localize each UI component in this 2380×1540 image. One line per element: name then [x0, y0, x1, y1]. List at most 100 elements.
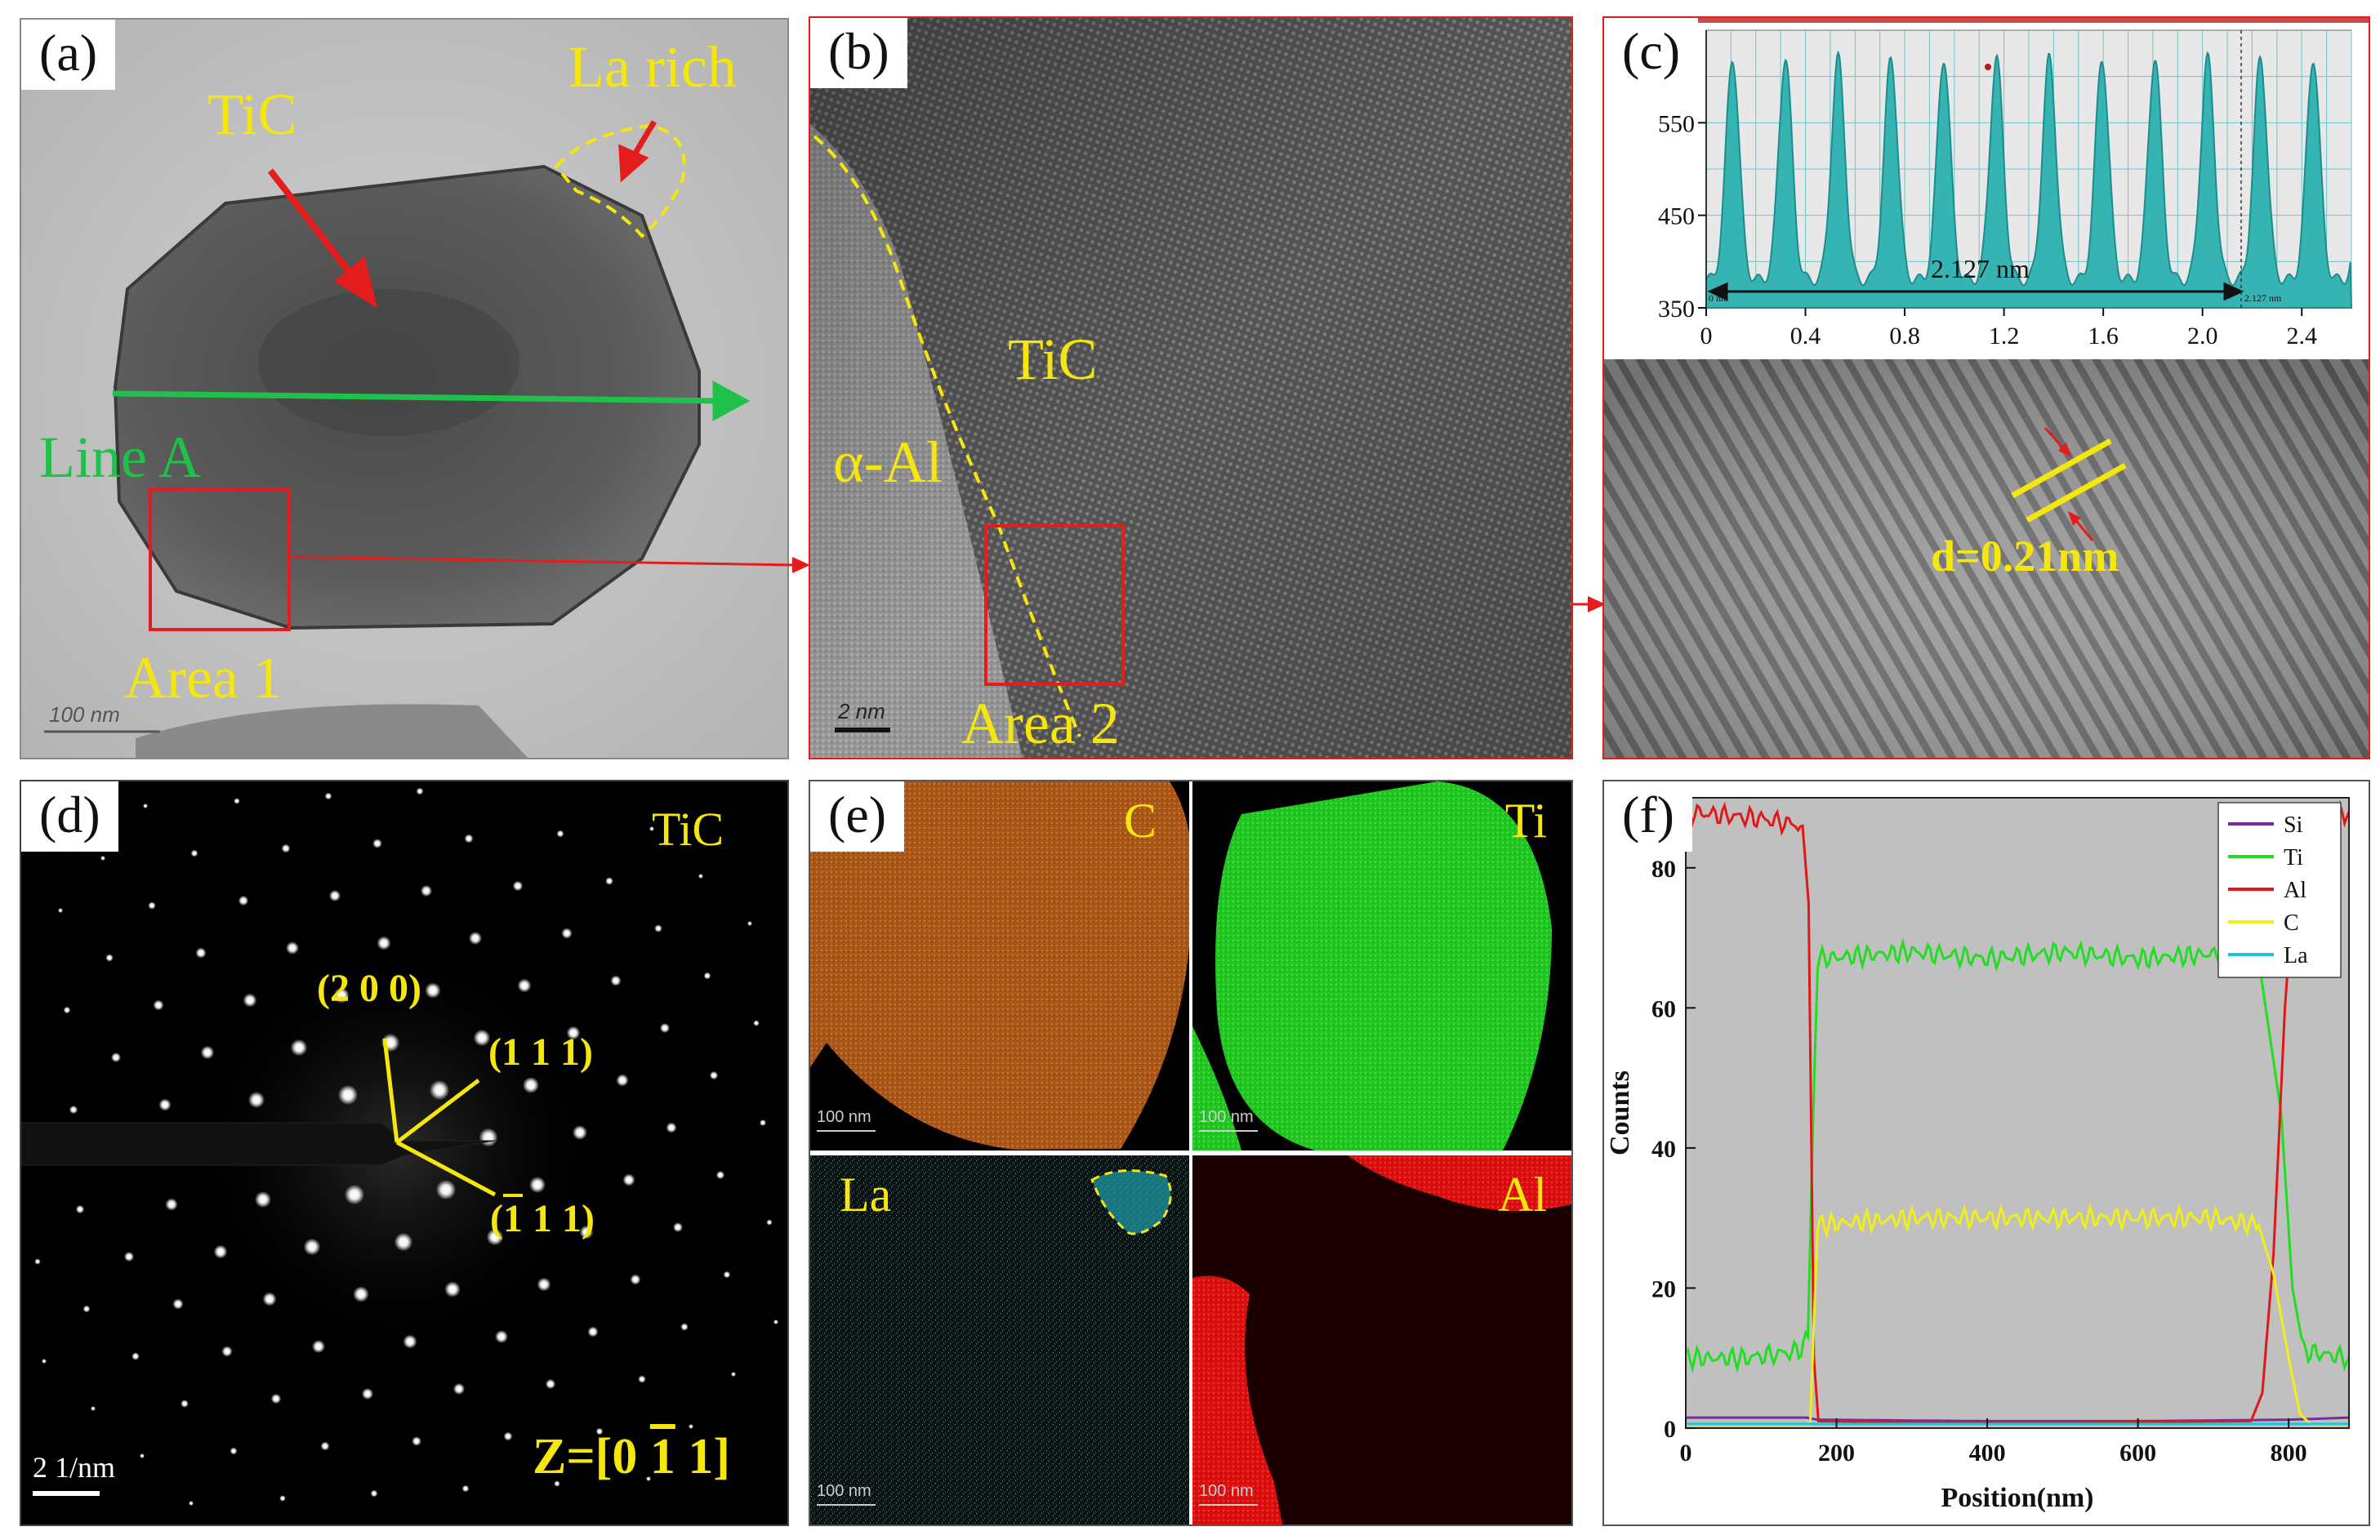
- diffraction-spot: [416, 787, 424, 795]
- panel-d-label: (d): [21, 781, 118, 852]
- diffraction-spot: [709, 1070, 719, 1080]
- profile-x-tick-label: 0.8: [1889, 323, 1920, 349]
- scale-label-a: 100 nm: [49, 702, 120, 727]
- series-line-al: [1684, 799, 2351, 1424]
- diffraction-spot: [654, 924, 662, 932]
- line-profile-chart: 2.127 nm 0 nm 2.127 nm 550 450 350 0 0.4 0.8…: [1604, 18, 2369, 359]
- diffraction-spot: [286, 941, 299, 955]
- x-tick-label: 200: [1818, 1440, 1855, 1467]
- diffraction-spot: [181, 1400, 189, 1408]
- eds-map-c: C 100 nm: [810, 781, 1189, 1151]
- y-tick-label: 40: [1651, 1136, 1676, 1163]
- diffraction-spot: [328, 889, 341, 902]
- diffraction-spot: [579, 1225, 594, 1240]
- diffraction-spot: [75, 1204, 85, 1214]
- line-a-label: Line A: [39, 425, 201, 490]
- area-1-label: Area 1: [124, 645, 283, 710]
- eds-la-element: La: [840, 1168, 892, 1222]
- diffraction-spot: [646, 1476, 651, 1481]
- diffraction-spot: [361, 1387, 374, 1400]
- diffraction-spot: [372, 839, 382, 848]
- diffraction-spot: [435, 1179, 457, 1200]
- zone-axis-label: Z=[0 1 1]: [533, 1431, 730, 1482]
- measure-label: 2.127 nm: [1931, 254, 2030, 283]
- d-spacing-label: d=0.21nm: [1931, 532, 2119, 581]
- profile-x-tick-label: 2.0: [2187, 323, 2218, 349]
- diffraction-spot: [537, 1277, 551, 1292]
- diffraction-spot: [528, 1176, 546, 1194]
- diffraction-spot: [320, 1441, 330, 1451]
- legend-label-al: Al: [2284, 878, 2306, 903]
- diffraction-spot: [648, 826, 655, 832]
- diffraction-spot: [556, 830, 564, 838]
- diffraction-spot: [153, 999, 164, 1011]
- x-tick-label: 0: [1680, 1440, 1692, 1467]
- diffraction-spot: [486, 1228, 504, 1246]
- profile-x-tick-label: 0: [1700, 323, 1713, 349]
- diffraction-spot: [572, 1124, 588, 1141]
- diffraction-spot: [337, 1084, 359, 1106]
- diffraction-spot: [473, 1029, 491, 1047]
- panel-c-fringe-image: 2.127 nm 0 nm 2.127 nm 550 450 350 0 0.4 0.8…: [1602, 16, 2370, 759]
- panel-d-saed-pattern: (d) TiC (2 0 0) (1 1 1) (1 1 1) Z=[0 1 1…: [20, 780, 789, 1526]
- zone-bar: 1: [649, 1429, 675, 1484]
- diffraction-spot: [110, 1052, 122, 1063]
- y-tick-label: 0: [1664, 1416, 1676, 1443]
- panel-e-eds-maps: C 100 nm Ti 100 nm: [809, 780, 1573, 1526]
- diffraction-spot: [311, 1339, 326, 1354]
- diffraction-spot: [503, 1431, 513, 1441]
- red-arrow-la: [618, 120, 657, 183]
- eds-ti-element: Ti: [1504, 794, 1547, 848]
- profile-y-tick-label: 350: [1658, 296, 1695, 323]
- interface-dashed-line: [813, 135, 1081, 737]
- profile-x-tick-label: 2.4: [2286, 323, 2317, 349]
- diffraction-spot: [247, 1091, 265, 1109]
- d-spacing-marks: [2011, 427, 2127, 541]
- diffraction-spot: [554, 1480, 560, 1487]
- eds-map-la: La 100 nm: [810, 1155, 1189, 1524]
- diffraction-spot: [190, 849, 198, 857]
- legend-label-c: C: [2284, 910, 2299, 936]
- diffraction-spot: [522, 1076, 540, 1094]
- eds-map-ti: Ti 100 nm: [1192, 781, 1571, 1151]
- diffraction-spot: [63, 1006, 71, 1014]
- la-rich-label: La rich: [568, 34, 737, 100]
- diffraction-spot: [587, 1326, 599, 1337]
- diffraction-spot: [143, 803, 148, 808]
- profile-x-tick-label: 1.2: [1989, 323, 2020, 349]
- diffraction-spot: [759, 1119, 767, 1127]
- diffraction-spot: [221, 1346, 233, 1357]
- beam-stopper: [21, 1122, 496, 1166]
- profile-x-tick-label: 0.4: [1790, 323, 1821, 349]
- diffraction-spot: [69, 1105, 78, 1115]
- diffraction-spot: [698, 873, 704, 879]
- diffraction-spot: [238, 895, 249, 906]
- panel-b-label: (b): [810, 18, 907, 89]
- panel-c-label: (c): [1604, 18, 1699, 89]
- measure-arrow: [1707, 282, 2244, 301]
- eds-map-la-graphic: [810, 1155, 1189, 1524]
- zone-suffix: 1]: [675, 1429, 730, 1484]
- diffraction-spot: [425, 982, 441, 999]
- spot-111-label: (1 1 1): [488, 1030, 593, 1074]
- diffraction-spot: [610, 975, 622, 986]
- panel-a-tem-image: (a) TiC La rich Line A Area 1 100 nm: [20, 18, 789, 759]
- measure-small-left: 0 nm: [1709, 292, 1729, 304]
- diffraction-spot: [723, 1271, 731, 1279]
- la-rich-outline-e: [1090, 1169, 1172, 1235]
- scale-label-b: 2 nm: [838, 699, 885, 723]
- zone-prefix: Z=[0: [533, 1429, 650, 1484]
- red-arrow-tic: [267, 168, 378, 309]
- diffraction-spot: [333, 987, 350, 1004]
- diffraction-spot: [545, 1378, 556, 1390]
- diffraction-spot: [394, 1232, 413, 1252]
- eds-ti-scale: 100 nm: [1199, 1108, 1254, 1126]
- diffraction-spot: [324, 792, 332, 800]
- tic-label: TiC: [207, 82, 297, 147]
- eds-la-scale: 100 nm: [817, 1482, 871, 1500]
- diffraction-spot: [561, 928, 573, 939]
- diffraction-spot: [123, 1251, 135, 1262]
- diffraction-spot: [105, 954, 114, 962]
- saed-graphic: [21, 781, 787, 1524]
- eds-map-al-graphic: [1192, 1155, 1571, 1524]
